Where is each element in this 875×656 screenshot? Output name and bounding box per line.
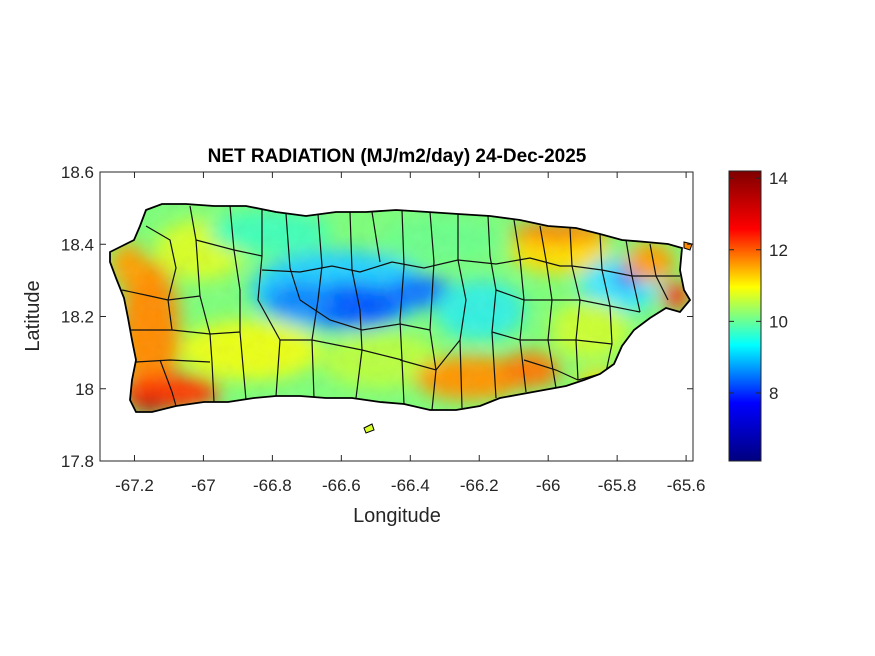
caja-de-muertos-island [363, 423, 375, 434]
x-axis-label: Longitude [353, 505, 441, 527]
colorbar-tick-label: 8 [769, 384, 778, 403]
y-tick-label: 18.4 [61, 235, 94, 254]
x-tick-label: -66.6 [322, 476, 361, 495]
colorbar-tick-label: 12 [769, 241, 788, 260]
y-tick-label: 18.6 [61, 163, 94, 182]
radiation-field [110, 204, 690, 412]
vieques-fragment [683, 241, 693, 251]
x-tick-label: -66.2 [460, 476, 499, 495]
colorbar-ticks: 8 10 12 14 [729, 169, 788, 403]
y-tick-label: 18.2 [61, 308, 94, 327]
y-axis: 17.8 18 18.2 18.4 18.6 [61, 163, 693, 471]
x-axis: -67.2 -67 -66.8 -66.6 -66.4 -66.2 -66 -65.8 -65.… [115, 172, 705, 495]
colorbar-tick-label: 14 [769, 169, 788, 188]
colorbar-tick-label: 10 [769, 312, 788, 331]
x-tick-label: -67 [191, 476, 216, 495]
x-tick-label: -66 [536, 476, 561, 495]
y-tick-label: 18 [75, 380, 94, 399]
municipality-boundaries [121, 205, 680, 411]
y-tick-label: 17.8 [61, 452, 94, 471]
x-tick-label: -65.6 [667, 476, 706, 495]
x-tick-label: -66.4 [391, 476, 430, 495]
map-title: NET RADIATION (MJ/m2/day) 24-Dec-2025 [208, 146, 587, 167]
colorbar [728, 170, 762, 462]
y-axis-label: Latitude [22, 280, 44, 351]
x-tick-label: -66.8 [253, 476, 292, 495]
x-tick-label: -67.2 [115, 476, 154, 495]
x-tick-label: -65.8 [598, 476, 637, 495]
